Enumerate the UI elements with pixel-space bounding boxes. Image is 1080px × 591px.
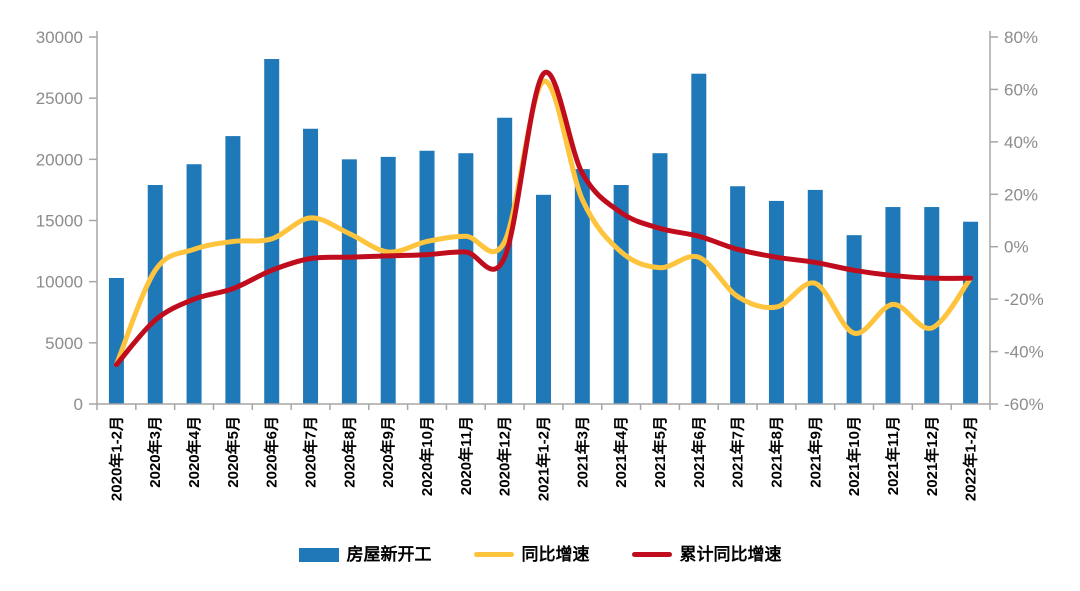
x-tick-label: 2021年11月 <box>884 416 902 495</box>
x-tick-label: 2020年7月 <box>302 416 320 488</box>
x-tick-label: 2020年5月 <box>224 416 242 488</box>
y-left-tick-label: 5000 <box>45 334 83 353</box>
bar-2020年11月 <box>458 153 474 404</box>
legend-label: 房屋新开工 <box>346 545 432 564</box>
y-left-tick-label: 25000 <box>36 89 83 108</box>
x-tick-label: 2020年11月 <box>457 416 475 495</box>
combo-chart-canvas: 0 5000 10000 15000 20000 25000 30000 -60% -40% -2… <box>36 28 1044 501</box>
x-tick-label: 2021年9月 <box>806 416 824 488</box>
bar-2021年4月 <box>613 185 629 404</box>
bar-2021年8月 <box>768 200 784 404</box>
x-tick-label: 2021年5月 <box>651 416 669 488</box>
y-right-tick-label: 40% <box>1004 133 1038 152</box>
x-tick-label: 2020年3月 <box>146 416 164 488</box>
y-right-tick-label: 20% <box>1004 185 1038 204</box>
bar-2020年9月 <box>380 156 396 404</box>
x-tick-label: 2020年8月 <box>340 416 358 488</box>
x-tick-label: 2021年4月 <box>612 416 630 488</box>
bar-2020年3月 <box>147 185 163 404</box>
y-right-tick-label: -20% <box>1004 290 1044 309</box>
x-tick-label: 2021年1-2月 <box>535 416 553 501</box>
line-yoy-growth <box>113 79 974 368</box>
x-tick-label: 2021年3月 <box>573 416 591 488</box>
y-left-tick-label: 0 <box>74 395 83 414</box>
x-tick-label: 2021年12月 <box>923 416 941 496</box>
y-right-tick-label: -60% <box>1004 395 1044 414</box>
bar-2021年12月 <box>924 207 940 404</box>
bar-2020年5月 <box>225 136 241 404</box>
legend: 房屋新开工 同比增速 累计同比增速 <box>0 546 1080 563</box>
bar-2021年5月 <box>652 153 668 404</box>
bar-2020年1-2月 <box>108 277 124 404</box>
x-tick-label: 2020年4月 <box>185 416 203 488</box>
x-tick-label: 2021年6月 <box>690 416 708 488</box>
legend-item-yoy-growth: 同比增速 <box>473 545 590 564</box>
x-tick-label: 2020年10月 <box>418 416 436 496</box>
y-left-tick-label: 10000 <box>36 273 83 292</box>
x-tick-label: 2020年12月 <box>496 416 514 496</box>
line-cumulative-yoy-growth <box>113 69 974 368</box>
bar-2020年10月 <box>419 150 435 404</box>
y-right-tick-label: 0% <box>1004 238 1029 257</box>
y-left-tick-label: 15000 <box>36 212 83 231</box>
x-tick-label: 2020年6月 <box>263 416 281 488</box>
bar-swatch <box>298 547 339 562</box>
bar-2021年9月 <box>807 189 823 404</box>
x-tick-label: 2020年1-2月 <box>107 416 125 501</box>
legend-label: 累计同比增速 <box>679 545 782 564</box>
y-right-tick-label: -40% <box>1004 343 1044 362</box>
bar-2021年10月 <box>846 235 862 404</box>
legend-item-cumulative-yoy-growth: 累计同比增速 <box>631 545 782 564</box>
x-tick-label: 2021年7月 <box>729 416 747 488</box>
legend-label: 同比增速 <box>521 545 590 564</box>
bar-2021年1-2月 <box>536 194 551 404</box>
line-swatch <box>631 552 672 557</box>
x-tick-label: 2021年10月 <box>845 416 863 496</box>
y-right-tick-label: 60% <box>1004 80 1038 99</box>
bar-2021年3月 <box>574 169 590 404</box>
bar-2021年6月 <box>691 73 707 404</box>
line-swatch <box>473 552 514 557</box>
legend-item-new-starts: 房屋新开工 <box>298 545 432 564</box>
x-tick-label: 2021年8月 <box>767 416 785 488</box>
bar-2020年8月 <box>341 159 357 404</box>
y-left-tick-label: 30000 <box>36 28 83 47</box>
bar-2022年1-2月 <box>963 221 979 404</box>
x-tick-label: 2022年1-2月 <box>962 416 980 501</box>
bar-2020年6月 <box>264 59 280 405</box>
bar-2020年4月 <box>186 164 202 404</box>
bar-2020年7月 <box>303 128 319 404</box>
y-right-tick-label: 80% <box>1004 28 1038 47</box>
x-tick-label: 2020年9月 <box>379 416 397 488</box>
y-left-tick-label: 20000 <box>36 150 83 169</box>
